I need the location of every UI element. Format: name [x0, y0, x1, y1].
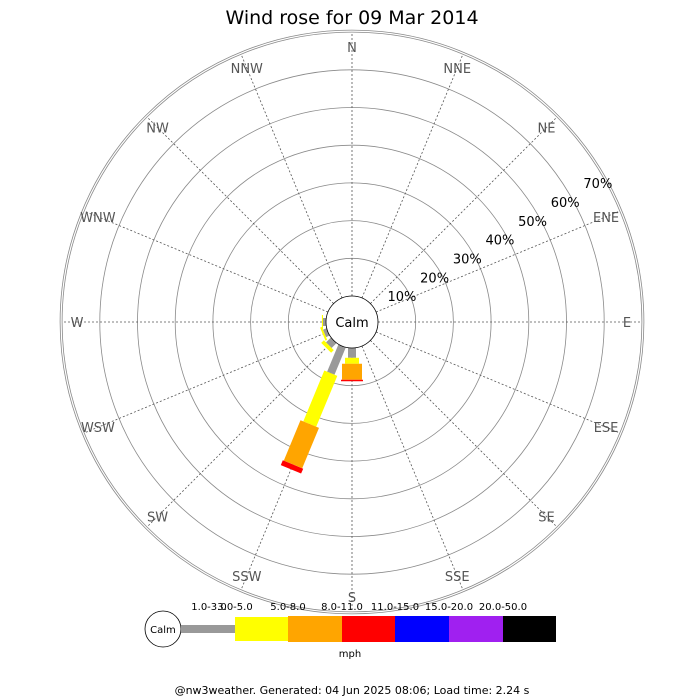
legend-label-8.0-11.0: 8.0-11.0	[321, 602, 363, 613]
bar-S-5.0-8.0	[342, 363, 362, 380]
direction-labels: N NNE NE ENE E ESE SE SSE S SSW SW WSW W WNW NW NNW	[71, 41, 632, 606]
wind-bars	[280, 315, 363, 474]
direction-label-SE: SE	[538, 510, 554, 525]
legend-unit-label: mph	[339, 649, 361, 660]
percent-label-70: 70%	[583, 177, 612, 192]
percent-labels: 10%20% 30%40% 50% 60%70%	[388, 177, 613, 305]
percent-label-30: 30%	[453, 252, 482, 267]
bar-SSW-1.0-3.0	[327, 344, 346, 375]
spoke-NW	[146, 116, 334, 304]
legend-swatch-8.0-11.0	[342, 616, 395, 642]
legend-label-5.0-8.0: 5.0-8.0	[270, 602, 305, 613]
legend-calm-label: Calm	[150, 625, 176, 636]
legend-swatch-3.0-5.0	[235, 617, 288, 641]
legend-swatch-1.0-3.0	[181, 625, 235, 633]
spoke-NE	[370, 116, 558, 304]
footer: @nw3weather. Generated: 04 Jun 2025 08:0…	[175, 684, 530, 697]
spoke-WNW	[83, 210, 329, 313]
bar-W-3.0-5.0	[321, 315, 323, 329]
direction-label-SW: SW	[147, 510, 168, 525]
legend-swatch-11.0-15.0	[395, 616, 449, 642]
bar-S-8.0-11.0	[341, 379, 363, 382]
direction-label-N: N	[347, 41, 357, 56]
spoke-SE	[370, 340, 558, 528]
legend-label-3.0-5.0: 3.0-5.0	[217, 602, 252, 613]
bar-SSW-3.0-5.0	[303, 370, 338, 427]
direction-label-WNW: WNW	[80, 211, 116, 226]
direction-label-SSW: SSW	[232, 570, 262, 585]
percent-label-60: 60%	[551, 196, 580, 211]
bar-WSW-1.0-3.0	[323, 328, 330, 338]
chart-title: Wind rose for 09 Mar 2014	[225, 7, 478, 29]
direction-label-SSE: SSE	[445, 570, 470, 585]
legend-label-1.0-3.0: 1.0-3.0	[191, 602, 226, 613]
bar-SSW-8.0-11.0	[280, 460, 304, 474]
bar-SW-1.0-3.0	[326, 337, 337, 348]
bar-SW-3.0-5.0	[321, 340, 334, 353]
bar-S-1.0-3.0	[348, 348, 356, 358]
spoke-SSE	[361, 345, 464, 591]
bar-WSW-3.0-5.0	[320, 326, 328, 341]
direction-label-NE: NE	[537, 122, 555, 137]
bar-W-1.0-3.0	[323, 318, 326, 326]
direction-label-WSW: WSW	[81, 421, 115, 436]
spoke-SW	[146, 340, 334, 528]
direction-label-ESE: ESE	[594, 421, 619, 436]
direction-label-S: S	[348, 591, 356, 606]
legend-label-20.0-50.0: 20.0-50.0	[479, 602, 527, 613]
direction-label-ENE: ENE	[593, 211, 619, 226]
ring-40	[174, 144, 530, 500]
direction-label-E: E	[623, 316, 631, 331]
percent-label-50: 50%	[518, 215, 547, 230]
ring-60	[99, 69, 605, 575]
bar-SSW-5.0-8.0	[283, 420, 319, 469]
ring-20	[250, 220, 454, 424]
spoke-NNE	[361, 53, 464, 299]
spoke-ESE	[375, 331, 621, 434]
calm-label: Calm	[335, 316, 368, 331]
bar-S-3.0-5.0	[345, 357, 359, 364]
legend-swatch-5.0-8.0	[288, 616, 342, 642]
direction-label-NNW: NNW	[231, 62, 263, 77]
legend-swatch-15.0-20.0	[449, 616, 503, 642]
spoke-NNW	[240, 53, 343, 299]
spoke-ENE	[375, 210, 621, 313]
ring-70	[61, 31, 643, 613]
direction-label-W: W	[71, 316, 84, 331]
percent-label-10: 10%	[388, 290, 417, 305]
percent-label-20: 20%	[420, 271, 449, 286]
percent-label-40: 40%	[485, 234, 514, 249]
direction-label-NW: NW	[146, 122, 169, 137]
ring-outer	[59, 29, 645, 615]
direction-spokes	[62, 32, 642, 612]
legend: Calm 1.0-3.03.0-5.0 5.0-8.0 8.0-11.0 11.0-15…	[144, 602, 556, 660]
spoke-WSW	[83, 331, 329, 434]
legend-label-11.0-15.0: 11.0-15.0	[371, 602, 419, 613]
legend-swatch-20.0-50.0	[503, 616, 556, 642]
direction-label-NNE: NNE	[443, 62, 471, 77]
legend-label-15.0-20.0: 15.0-20.0	[425, 602, 473, 613]
calm-circle: Calm	[325, 295, 379, 349]
